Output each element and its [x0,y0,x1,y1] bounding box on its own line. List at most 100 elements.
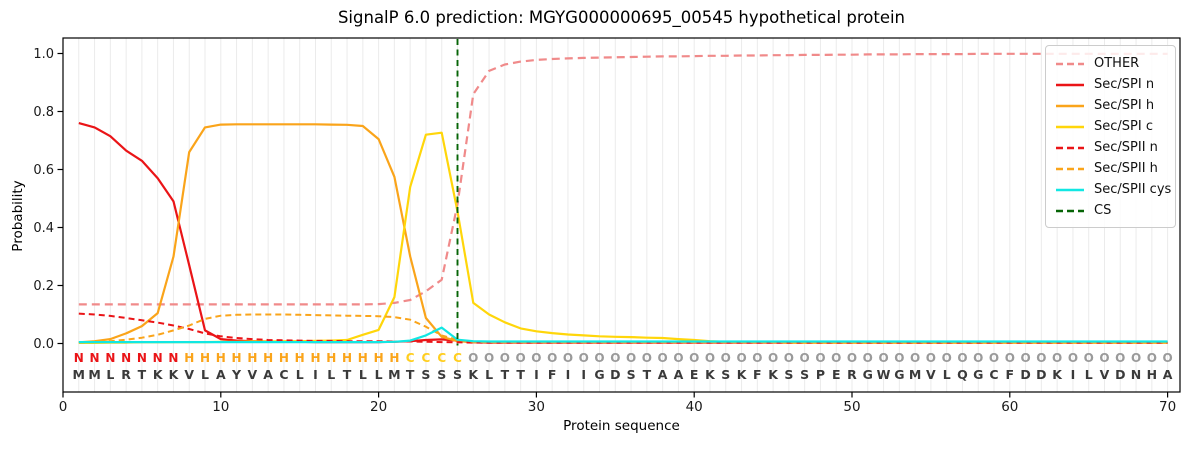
residue-letter: R [121,367,131,382]
residue-letter: T [406,367,415,382]
legend-line-sample [1056,146,1084,149]
legend-item-other: OTHER [1055,53,1166,74]
legend: OTHER Sec/SPI n Sec/SPI h Sec/SPI c Sec/SPII… [1045,45,1176,228]
legend-label: Sec/SPI c [1094,119,1153,134]
residue-letter: D [610,367,620,382]
x-tick-label: 10 [212,399,229,415]
residue-letter: I [1071,367,1076,382]
region-letter: O [784,351,794,365]
region-letter: C [406,351,415,365]
residue-letter: G [973,367,983,382]
residue-letter: T [138,367,147,382]
residue-letter: T [343,367,352,382]
region-letter: O [531,351,541,365]
region-letter: O [1147,351,1157,365]
region-letter: O [863,351,873,365]
residue-letter: K [169,367,180,382]
chart-title: SignalP 6.0 prediction: MGYG000000695_00… [337,8,906,27]
legend-line-sample [1056,188,1084,191]
legend-item-sec-spii-cys: Sec/SPII cys [1055,179,1171,200]
residue-letter: V [926,367,936,382]
legend-label: Sec/SPII h [1094,161,1158,176]
region-letter: O [689,351,699,365]
region-letter: N [168,351,178,365]
y-tick-label: 0.4 [33,221,54,236]
residue-letter: N [1131,367,1141,382]
residue-letter: S [800,367,809,382]
x-tick-label: 40 [686,399,703,415]
x-tick-label: 30 [528,399,545,415]
legend-label: CS [1094,203,1112,218]
region-letter: O [831,351,841,365]
legend-label: Sec/SPII cys [1094,182,1172,197]
region-letter: N [105,351,115,365]
region-letter: O [942,351,952,365]
legend-line-sample [1056,62,1084,65]
region-letter: O [500,351,510,365]
legend-label: Sec/SPI n [1094,77,1155,92]
region-letter: O [973,351,983,365]
region-letter: H [247,351,257,365]
region-letter: O [1131,351,1141,365]
x-tick-label: 0 [59,399,68,415]
legend-line-sample [1056,209,1084,212]
y-tick-label: 0.8 [33,105,54,120]
region-letter: O [642,351,652,365]
region-letter: O [910,351,920,365]
region-letter: H [263,351,273,365]
region-letter: O [736,351,746,365]
residue-letter: T [501,367,510,382]
y-tick-label: 0.2 [33,279,54,294]
residue-letter: V [184,367,194,382]
residue-letter: E [690,367,699,382]
region-letter: H [295,351,305,365]
residue-letter: S [721,367,730,382]
residue-letter: I [581,367,586,382]
legend-line-sample [1056,83,1084,86]
residue-letter: D [1036,367,1046,382]
residue-letter: T [643,367,652,382]
region-letter: O [658,351,668,365]
region-letter: O [752,351,762,365]
residue-letter: P [816,367,825,382]
region-letter: N [153,351,163,365]
region-letter: O [1036,351,1046,365]
x-axis-ticks: 0 10 20 30 40 50 60 70 [59,392,1176,415]
region-letter: N [90,351,100,365]
residue-letter: S [627,367,636,382]
y-tick-label: 0.6 [33,163,54,178]
region-letter: O [594,351,604,365]
residue-letter: I [566,367,571,382]
region-letter: O [579,351,589,365]
residue-letter: F [753,367,762,382]
region-letter: O [1052,351,1062,365]
residue-letter: A [1163,367,1173,382]
legend-line-sample [1056,125,1084,128]
residue-letter: S [437,367,446,382]
region-letter: H [389,351,399,365]
residue-letter: L [327,367,335,382]
region-letter: H [310,351,320,365]
residue-letter: A [263,367,273,382]
residue-letter: L [375,367,383,382]
region-letter: O [610,351,620,365]
residue-letter: L [943,367,951,382]
region-letter: H [184,351,194,365]
region-letter: O [1115,351,1125,365]
residue-letter: G [594,367,604,382]
residue-letter: K [737,367,748,382]
region-letter: O [957,351,967,365]
residue-letter: V [248,367,258,382]
residue-letter: G [894,367,904,382]
residue-letter: W [877,367,891,382]
residue-letter: G [863,367,873,382]
series-line-sec-spii-n [78,312,1168,344]
region-letter: N [74,351,84,365]
region-letter: O [894,351,904,365]
residue-letter: F [548,367,557,382]
residue-letter: L [201,367,209,382]
residue-letter: K [1052,367,1063,382]
x-axis-label: Protein sequence [563,418,680,434]
